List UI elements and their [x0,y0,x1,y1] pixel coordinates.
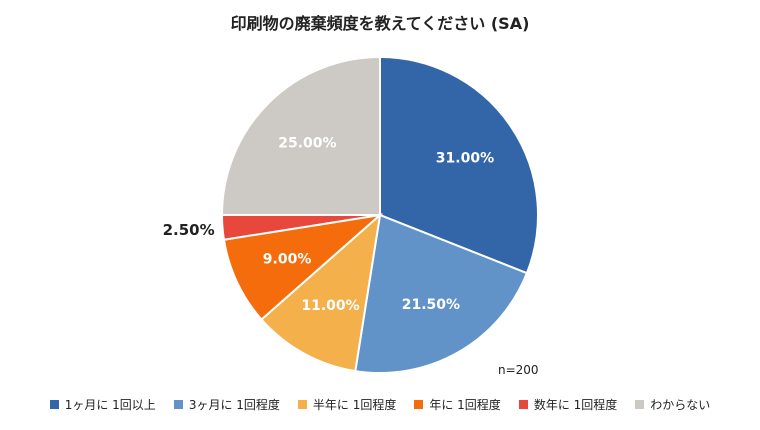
slice-data-label: 11.00% [301,298,359,314]
legend-swatch [297,400,307,409]
legend-label: 1ヶ月に 1回以上 [64,398,156,412]
legend-label: 半年に 1回程度 [312,398,397,412]
legend-item: 数年に 1回程度 [518,396,618,413]
legend-swatch [414,400,424,409]
legend-label: 3ヶ月に 1回程度 [188,398,280,412]
sample-size-note: n=200 [498,363,539,377]
legend-label: 年に 1回程度 [429,398,501,412]
pie-slice [260,212,382,373]
pie-slice [354,213,529,374]
legend-swatch [49,400,59,409]
pie-slice [379,55,539,275]
slice-data-label: 9.00% [263,252,312,268]
chart-legend: 1ヶ月に 1回以上 3ヶ月に 1回程度 半年に 1回程度 年に 1回程度 数年に 1回程… [20,396,740,413]
legend-item: 1ヶ月に 1回以上 [49,396,156,413]
legend-item: 半年に 1回程度 [297,396,397,413]
slice-data-label: 31.00% [436,150,494,166]
legend-item: わからない [635,396,710,413]
chart-title: 印刷物の廃棄頻度を教えてください (SA) [230,14,530,33]
legend-label: わからない [650,398,711,412]
legend-swatch [518,400,528,409]
legend-label: 数年に 1回程度 [533,398,618,412]
pie-slice [220,55,381,216]
legend-item: 3ヶ月に 1回程度 [173,396,280,413]
legend-swatch [173,400,183,409]
pie-chart: 31.00% 21.50% 11.00% 9.00% 2.50% 25.00% [163,55,539,374]
legend-swatch [635,400,645,409]
legend-item: 年に 1回程度 [414,396,501,413]
slice-data-label: 21.50% [402,297,460,313]
slice-data-label: 2.50% [163,221,215,239]
pie-slice [222,213,384,321]
slice-data-label: 25.00% [278,135,336,151]
